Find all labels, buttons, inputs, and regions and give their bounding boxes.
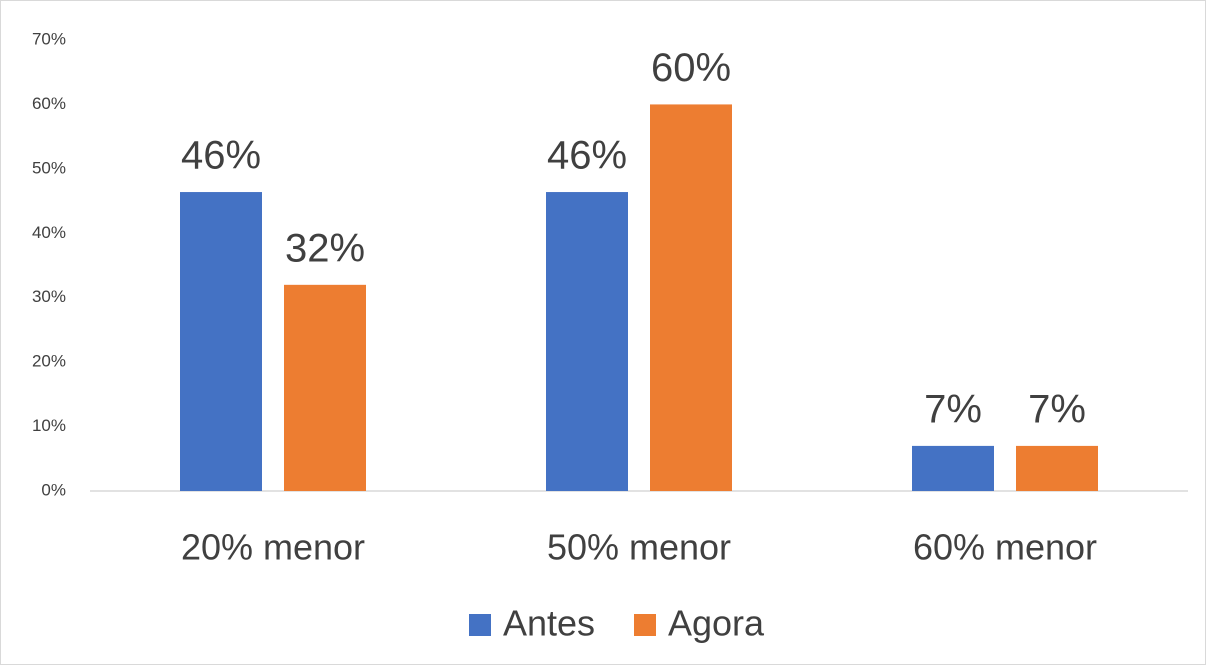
x-tick-label: 20% menor — [181, 527, 365, 568]
bar — [912, 445, 994, 491]
bar — [546, 192, 628, 491]
bar — [284, 284, 366, 491]
x-tick-label: 60% menor — [913, 527, 1097, 568]
y-tick-label: 0% — [41, 480, 66, 499]
legend-swatch — [634, 614, 656, 636]
x-tick-label: 50% menor — [547, 527, 731, 568]
data-label: 7% — [924, 387, 982, 431]
data-label: 46% — [547, 134, 627, 178]
legend-label: Agora — [668, 603, 765, 644]
bar — [180, 192, 262, 491]
bar — [650, 104, 732, 491]
legend-label: Antes — [503, 603, 595, 644]
data-label: 60% — [651, 46, 731, 90]
y-tick-label: 50% — [32, 158, 66, 177]
y-tick-label: 70% — [32, 29, 66, 48]
legend-swatch — [469, 614, 491, 636]
data-label: 32% — [285, 226, 365, 270]
y-tick-label: 30% — [32, 287, 66, 306]
data-label: 46% — [181, 134, 261, 178]
bar — [1016, 445, 1098, 491]
data-label: 7% — [1028, 387, 1086, 431]
y-tick-label: 60% — [32, 94, 66, 113]
y-tick-label: 10% — [32, 416, 66, 435]
y-tick-label: 20% — [32, 352, 66, 371]
y-tick-label: 40% — [32, 223, 66, 242]
